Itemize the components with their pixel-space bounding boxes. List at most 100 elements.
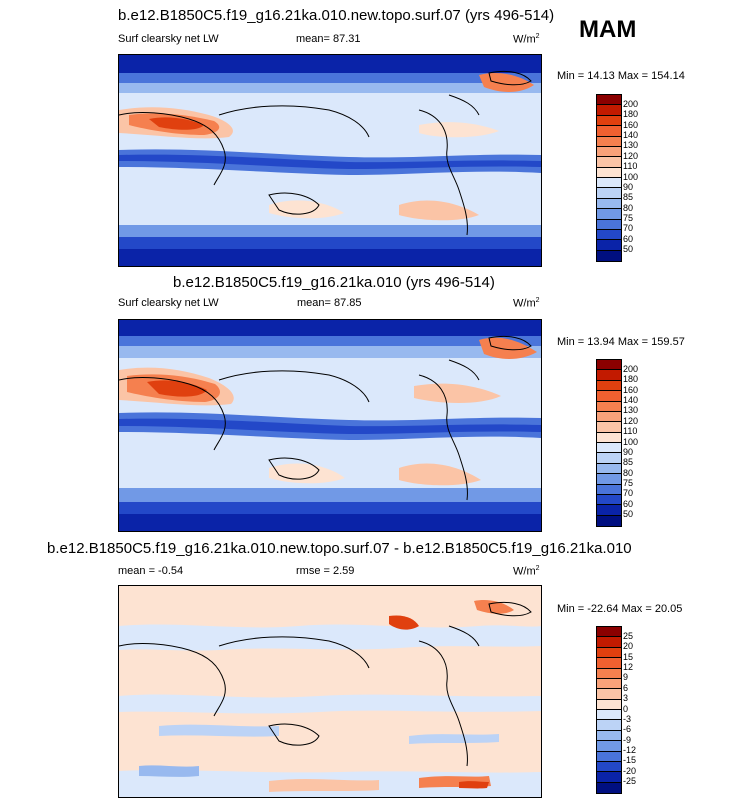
panel-1-variable-label: Surf clearsky net LW bbox=[118, 33, 219, 45]
panel-3-minmax: Min = -22.64 Max = 20.05 bbox=[557, 603, 683, 615]
colorbar-swatch bbox=[597, 741, 621, 752]
colorbar-swatch bbox=[597, 668, 621, 679]
colorbar-swatch bbox=[597, 678, 621, 690]
colorbar-tick-label: 3 bbox=[623, 693, 629, 704]
panel-1-map-field bbox=[119, 55, 541, 266]
panel-2-variable-label: Surf clearsky net LW bbox=[118, 297, 219, 309]
colorbar-tick-label: 75 bbox=[623, 213, 634, 223]
colorbar-swatch bbox=[597, 422, 621, 433]
colorbar-swatch bbox=[597, 95, 621, 106]
colorbar-tick-label: 140 bbox=[623, 395, 639, 405]
colorbar-tick-label: -6 bbox=[623, 724, 632, 735]
colorbar-tick-label: 90 bbox=[623, 181, 634, 192]
colorbar-swatch bbox=[597, 411, 621, 423]
colorbar-swatch bbox=[597, 380, 621, 392]
panel-1-units: W/m2 bbox=[513, 33, 540, 46]
colorbar-swatch bbox=[597, 443, 621, 454]
colorbar-tick-label: 120 bbox=[623, 150, 639, 161]
colorbar-tick-label: 160 bbox=[623, 119, 639, 130]
colorbar-tick-label: 85 bbox=[623, 192, 634, 203]
panel-1-title: b.e12.B1850C5.f19_g16.21ka.010.new.topo.… bbox=[118, 7, 555, 24]
panel-3-title: b.e12.B1850C5.f19_g16.21ka.010.new.topo.… bbox=[47, 540, 632, 557]
panel-1-mean: mean= 87.31 bbox=[296, 33, 361, 45]
colorbar-swatch bbox=[597, 240, 621, 251]
colorbar-swatch bbox=[597, 209, 621, 220]
colorbar-tick-label: 60 bbox=[623, 233, 634, 244]
colorbar-tick-label: 130 bbox=[623, 140, 639, 151]
colorbar-swatch bbox=[597, 198, 621, 210]
colorbar-swatch bbox=[597, 401, 621, 412]
colorbar-swatch bbox=[597, 647, 621, 659]
colorbar-swatch bbox=[597, 105, 621, 116]
colorbar-tick-label: 200 bbox=[623, 98, 639, 109]
colorbar-swatch bbox=[597, 157, 621, 168]
panel-2-colorbar: 200 180 160 140 130 120 110 100 90 85 80 75 70 60 50 bbox=[596, 359, 638, 527]
colorbar-tick-label: 0 bbox=[623, 703, 629, 714]
colorbar-tick-label: -3 bbox=[623, 713, 632, 724]
colorbar-tick-label: 80 bbox=[623, 467, 634, 478]
colorbar-swatch bbox=[597, 360, 621, 371]
colorbar-swatch bbox=[597, 391, 621, 402]
colorbar-tick-label: 110 bbox=[623, 161, 638, 172]
colorbar-tick-label: 90 bbox=[623, 446, 634, 457]
colorbar-swatch bbox=[597, 250, 621, 261]
panel-1-minmax: Min = 14.13 Max = 154.14 bbox=[557, 70, 685, 82]
colorbar-swatch bbox=[597, 219, 621, 230]
colorbar-tick-label: -15 bbox=[623, 755, 637, 766]
panel-2-title: b.e12.B1850C5.f19_g16.21ka.010 (yrs 496-… bbox=[173, 274, 495, 291]
colorbar-tick-label: 80 bbox=[623, 202, 634, 213]
panel-2-units: W/m2 bbox=[513, 297, 540, 310]
colorbar-swatch bbox=[597, 494, 621, 506]
colorbar-tick-label: 100 bbox=[623, 436, 639, 447]
colorbar-swatch bbox=[597, 720, 621, 731]
colorbar-swatch bbox=[597, 178, 621, 189]
colorbar-swatch bbox=[597, 730, 621, 742]
colorbar-swatch bbox=[597, 699, 621, 710]
colorbar-swatch bbox=[597, 484, 621, 495]
colorbar-swatch bbox=[597, 146, 621, 158]
colorbar-swatch bbox=[597, 453, 621, 464]
colorbar-tick-label: 180 bbox=[623, 109, 639, 120]
colorbar-swatch bbox=[597, 505, 621, 516]
colorbar-tick-label: 20 bbox=[623, 641, 634, 652]
colorbar-tick-label: -25 bbox=[623, 776, 637, 787]
colorbar-tick-label: 75 bbox=[623, 478, 634, 488]
colorbar-tick-label: 9 bbox=[623, 672, 629, 683]
colorbar-tick-label: 85 bbox=[623, 457, 634, 468]
panel-1-map bbox=[118, 54, 542, 267]
panel-2-map-field bbox=[119, 320, 541, 531]
colorbar-swatch bbox=[597, 689, 621, 700]
colorbar-tick-label: 180 bbox=[623, 374, 639, 385]
colorbar-swatch bbox=[597, 627, 621, 638]
colorbar-tick-label: 70 bbox=[623, 223, 634, 234]
colorbar-swatch bbox=[597, 370, 621, 381]
colorbar-tick-label: 140 bbox=[623, 130, 639, 140]
colorbar-swatch bbox=[597, 751, 621, 762]
colorbar-swatch bbox=[597, 761, 621, 773]
colorbar-swatch bbox=[597, 782, 621, 793]
panel-3-map bbox=[118, 585, 542, 798]
colorbar-tick-label: 130 bbox=[623, 405, 639, 416]
colorbar-tick-label: 50 bbox=[623, 244, 634, 255]
colorbar-swatch bbox=[597, 188, 621, 199]
panel-2-map bbox=[118, 319, 542, 532]
colorbar-tick-label: 50 bbox=[623, 509, 634, 520]
colorbar-tick-label: -9 bbox=[623, 734, 632, 745]
colorbar-tick-label: 60 bbox=[623, 498, 634, 509]
panel-3-units: W/m2 bbox=[513, 565, 540, 578]
colorbar-tick-label: 25 bbox=[623, 630, 634, 641]
colorbar-swatch bbox=[597, 229, 621, 241]
colorbar-swatch bbox=[597, 772, 621, 783]
colorbar-tick-label: 120 bbox=[623, 415, 639, 426]
panel-2-minmax: Min = 13.94 Max = 159.57 bbox=[557, 336, 685, 348]
colorbar-swatch bbox=[597, 515, 621, 526]
panel-3-rmse: rmse = 2.59 bbox=[296, 565, 355, 577]
colorbar-swatch bbox=[597, 136, 621, 147]
colorbar-tick-label: -20 bbox=[623, 765, 637, 776]
colorbar-tick-label: 70 bbox=[623, 488, 634, 499]
colorbar-tick-label: 6 bbox=[623, 682, 629, 693]
colorbar-swatch bbox=[597, 126, 621, 137]
colorbar-tick-label: 12 bbox=[623, 662, 634, 672]
colorbar-tick-label: -12 bbox=[623, 745, 637, 755]
season-label: MAM bbox=[579, 16, 637, 43]
